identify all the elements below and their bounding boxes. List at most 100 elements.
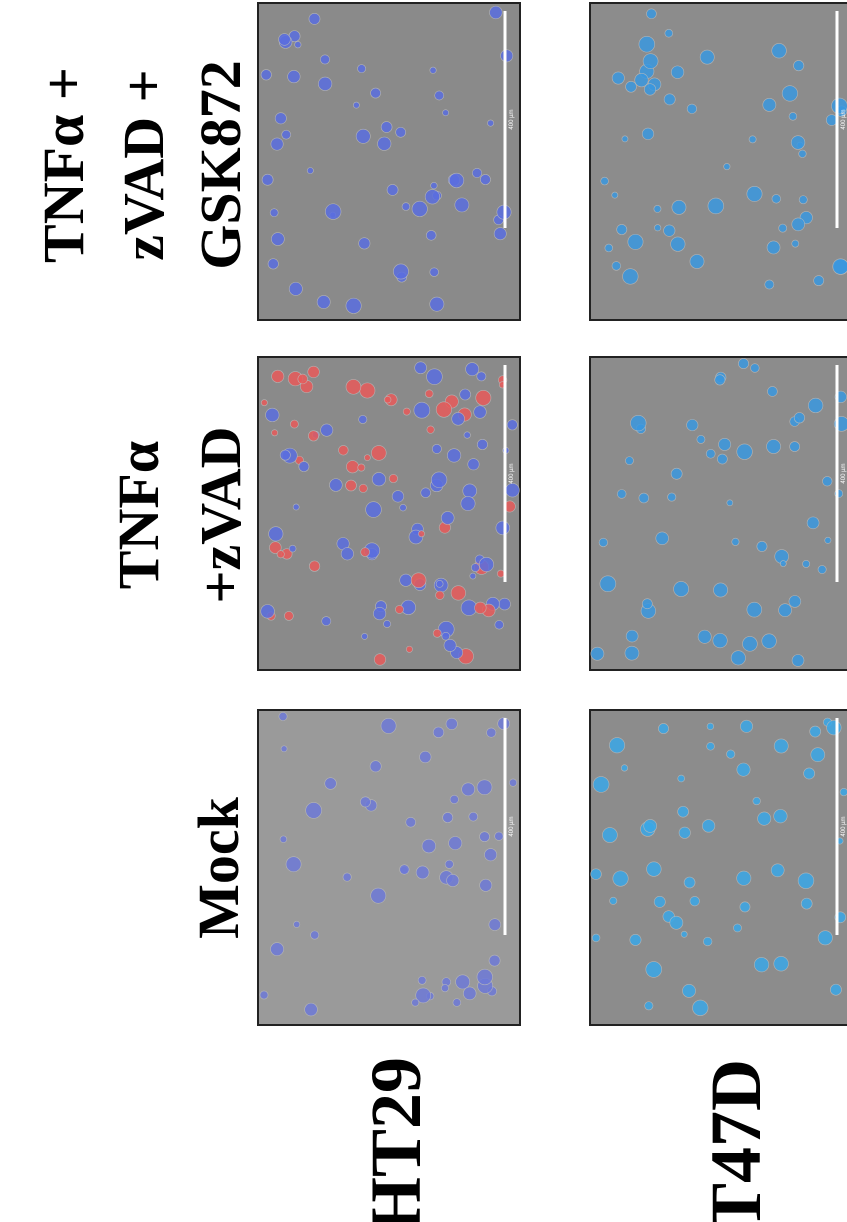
cell	[456, 975, 470, 989]
cell	[272, 430, 278, 436]
cell	[464, 432, 471, 439]
cell	[261, 605, 275, 619]
cell	[341, 548, 353, 560]
cell	[298, 374, 308, 384]
cell	[309, 13, 320, 24]
cell	[431, 182, 438, 189]
cell	[475, 602, 487, 614]
cell	[758, 812, 771, 825]
cell	[600, 576, 616, 592]
cell	[393, 264, 408, 279]
cell	[617, 224, 627, 234]
panel-background	[258, 3, 520, 320]
figure: MockTNFα+zVADTNFα +zVAD +GSK872HT29T47D4…	[0, 0, 847, 1222]
cell	[818, 565, 826, 573]
cell	[626, 81, 637, 92]
cell	[463, 484, 477, 498]
cell	[395, 605, 403, 613]
cell	[293, 504, 299, 510]
cell	[605, 244, 613, 252]
cell	[630, 415, 646, 431]
cell	[361, 548, 370, 557]
cell	[279, 712, 287, 720]
cell	[592, 934, 600, 942]
cell	[807, 517, 819, 529]
cell	[371, 446, 386, 461]
cell	[374, 654, 386, 666]
cell	[476, 390, 491, 405]
cell	[697, 435, 705, 443]
cell	[446, 718, 457, 729]
cell	[411, 573, 426, 588]
cell	[767, 241, 780, 254]
cell	[799, 196, 807, 204]
cell	[793, 60, 803, 70]
cell	[678, 775, 685, 782]
cell	[308, 431, 318, 441]
cell	[678, 806, 689, 817]
cell	[687, 419, 698, 430]
micrograph: 400 µm	[590, 357, 847, 670]
cell	[602, 828, 617, 843]
cell	[679, 827, 690, 838]
cell	[713, 633, 727, 647]
cell	[664, 94, 675, 105]
cell	[792, 655, 804, 667]
cell	[311, 931, 319, 939]
cell	[406, 817, 416, 827]
cell	[630, 934, 641, 945]
cell	[654, 896, 665, 907]
cell	[487, 120, 493, 126]
cell	[455, 198, 469, 212]
cell	[271, 138, 283, 150]
cell	[330, 479, 343, 492]
cell	[727, 500, 733, 506]
cell	[639, 36, 655, 52]
cell	[360, 383, 375, 398]
cell	[501, 50, 513, 62]
cell	[733, 924, 741, 932]
cell	[275, 113, 286, 124]
cell	[414, 402, 430, 418]
cell	[690, 254, 704, 268]
cell	[738, 358, 748, 368]
cell	[702, 820, 715, 833]
cell	[430, 67, 436, 73]
cell	[309, 561, 320, 572]
cell	[687, 104, 697, 114]
cell	[418, 976, 426, 984]
cell	[400, 504, 407, 511]
cell	[707, 723, 714, 730]
cell	[433, 727, 444, 738]
cell	[289, 282, 302, 295]
cell	[403, 408, 410, 415]
cell	[656, 532, 669, 545]
cell	[811, 748, 825, 762]
cell	[373, 607, 385, 619]
cell	[435, 91, 444, 100]
cell	[396, 127, 406, 137]
cell	[282, 130, 291, 139]
cell	[506, 483, 520, 497]
cell	[599, 538, 608, 547]
cell	[443, 110, 449, 116]
cell	[277, 551, 284, 558]
cell	[674, 581, 689, 596]
cell	[703, 937, 712, 946]
cell	[299, 461, 309, 471]
cell	[774, 956, 789, 971]
cell	[700, 50, 714, 64]
cell	[779, 224, 787, 232]
cell	[647, 862, 662, 877]
cell	[356, 129, 370, 143]
cell	[477, 372, 486, 381]
cell	[284, 611, 293, 620]
cell	[742, 636, 757, 651]
cell	[489, 955, 500, 966]
cell	[707, 742, 715, 750]
cell	[798, 873, 814, 889]
cell	[612, 72, 624, 84]
cell	[774, 739, 788, 753]
cell	[441, 511, 454, 524]
micrograph: 400 µm	[590, 710, 847, 1025]
